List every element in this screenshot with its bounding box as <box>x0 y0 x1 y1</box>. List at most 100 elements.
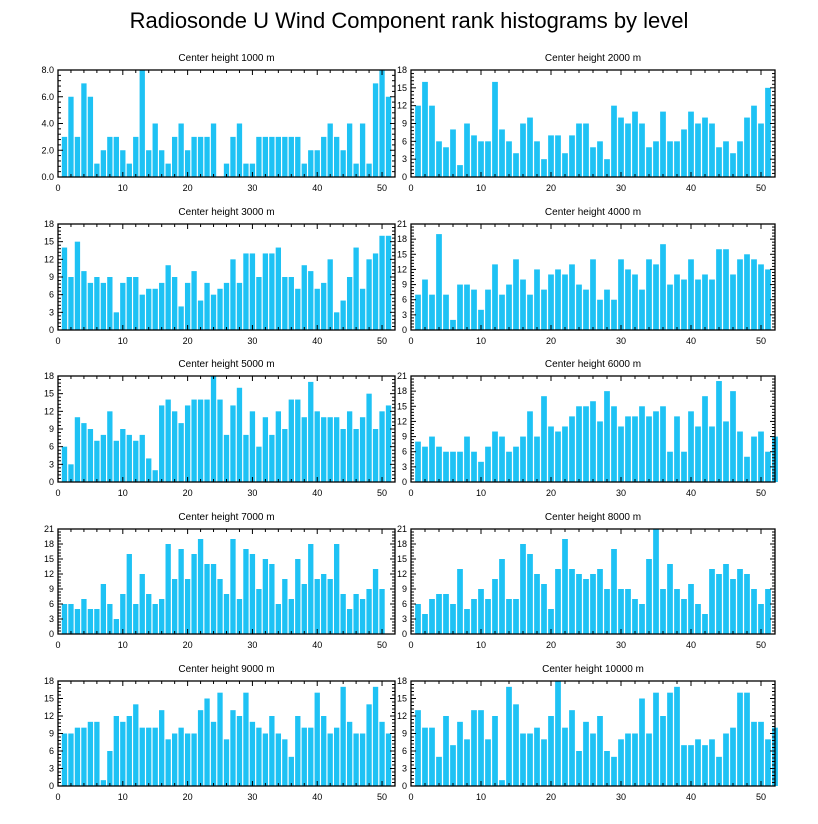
y-tick-label: 12 <box>397 569 407 579</box>
bar <box>723 141 729 177</box>
x-tick-label: 10 <box>476 336 486 346</box>
bar <box>139 294 145 330</box>
bar <box>604 751 610 786</box>
bar <box>61 733 68 786</box>
y-tick-label: 18 <box>397 65 407 75</box>
y-tick-label: 0 <box>49 781 54 791</box>
bar <box>758 431 764 482</box>
bar <box>450 451 456 482</box>
y-tick-label: 15 <box>397 554 407 564</box>
y-tick-label: 6 <box>402 136 407 146</box>
bar <box>314 579 320 634</box>
bar <box>415 710 421 786</box>
bar <box>548 274 554 330</box>
bar <box>583 123 589 177</box>
bar <box>492 264 498 330</box>
bar <box>236 123 243 177</box>
bar <box>681 745 687 786</box>
bar <box>597 421 603 482</box>
y-tick-label: 12 <box>397 711 407 721</box>
bar <box>485 446 491 482</box>
bar <box>230 136 236 177</box>
bar <box>269 434 275 482</box>
bar <box>256 446 262 482</box>
bar <box>520 279 526 330</box>
bar <box>758 123 764 177</box>
bar <box>555 431 561 482</box>
y-tick-label: 6 <box>402 599 407 609</box>
bar <box>340 429 346 482</box>
bar <box>321 716 327 786</box>
bar <box>133 136 139 177</box>
x-tick-label: 40 <box>312 792 322 802</box>
x-tick-label: 30 <box>616 183 626 193</box>
y-tick-label: 6 <box>49 442 54 452</box>
y-tick-label: 3 <box>49 307 54 317</box>
bar <box>667 284 673 330</box>
panel-title: Center height 10000 m <box>542 664 644 675</box>
bar <box>288 136 294 177</box>
y-tick-label: 3 <box>402 764 407 774</box>
bar <box>243 692 249 786</box>
bar <box>74 609 81 634</box>
bar <box>68 604 74 634</box>
bar <box>436 234 442 330</box>
y-tick-label: 0 <box>402 781 407 791</box>
bar <box>660 406 666 482</box>
bar <box>632 416 638 482</box>
bar <box>576 284 582 330</box>
bar <box>737 569 743 634</box>
bar <box>301 417 307 482</box>
bar <box>499 129 505 177</box>
bar <box>353 594 359 634</box>
bar <box>443 594 449 634</box>
y-tick-label: 9 <box>402 729 407 739</box>
bar <box>204 698 210 786</box>
x-tick-label: 50 <box>377 488 387 498</box>
bar <box>737 692 743 786</box>
y-tick-label: 3 <box>402 614 407 624</box>
bar <box>492 716 498 786</box>
bar <box>249 411 256 482</box>
bar <box>321 136 327 177</box>
bar <box>702 745 708 786</box>
bar <box>737 141 743 177</box>
bar <box>314 288 320 330</box>
y-tick-label: 8.0 <box>41 65 54 75</box>
bar <box>269 564 275 634</box>
x-tick-label: 10 <box>118 792 128 802</box>
bar <box>230 539 236 634</box>
y-tick-label: 6 <box>402 746 407 756</box>
x-tick-label: 10 <box>118 640 128 650</box>
bar <box>334 544 340 634</box>
bar <box>639 406 645 482</box>
bar <box>513 446 519 482</box>
bar <box>604 289 610 330</box>
bar <box>282 429 288 482</box>
bar <box>334 727 340 786</box>
bar <box>758 604 764 634</box>
bar <box>301 584 307 634</box>
y-tick-label: 6 <box>402 295 407 305</box>
bar <box>81 727 87 786</box>
bar <box>230 710 236 786</box>
x-tick-label: 50 <box>756 183 766 193</box>
bar <box>340 150 346 177</box>
bar <box>653 411 659 482</box>
y-tick-label: 6 <box>402 447 407 457</box>
bar <box>159 405 165 482</box>
bar <box>730 579 736 634</box>
panel-title: Center height 1000 m <box>178 53 274 64</box>
bar <box>327 579 333 634</box>
bar <box>422 81 428 177</box>
bar <box>87 429 94 482</box>
y-tick-label: 18 <box>44 371 54 381</box>
bar <box>646 147 652 177</box>
bar <box>730 727 736 786</box>
bar <box>262 136 269 177</box>
bar <box>436 446 442 482</box>
bar <box>262 417 269 482</box>
bar <box>709 739 715 786</box>
y-tick-label: 12 <box>397 101 407 111</box>
bar <box>471 289 477 330</box>
